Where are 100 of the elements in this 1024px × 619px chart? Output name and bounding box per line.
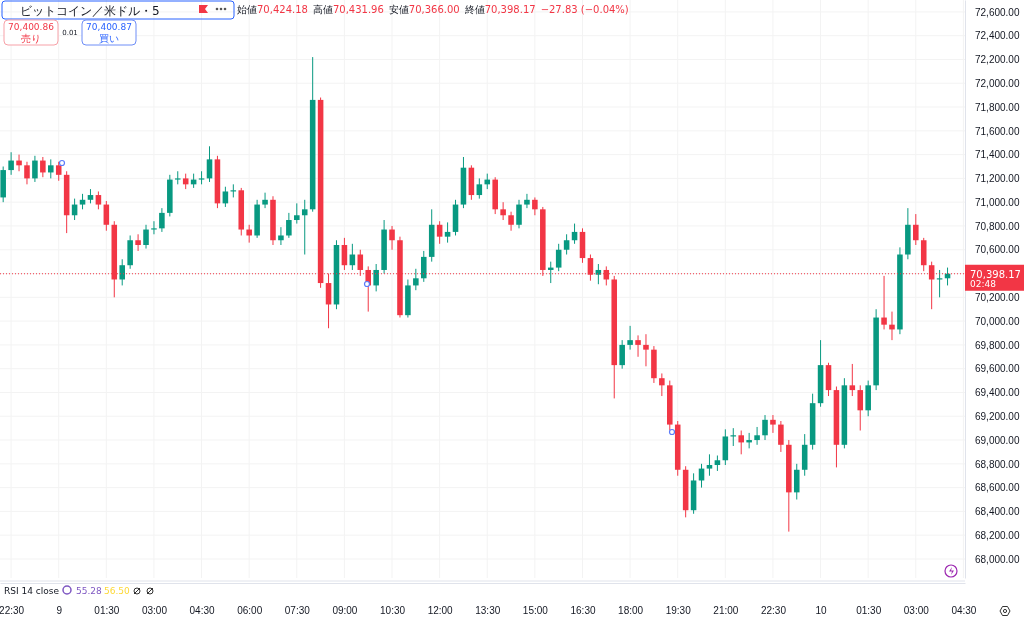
candlestick	[754, 426, 760, 446]
y-tick-label: 72,000.00	[975, 77, 1020, 89]
y-tick-label: 71,000.00	[975, 196, 1020, 208]
candlestick	[40, 156, 46, 178]
candlestick	[635, 334, 641, 358]
y-tick-label: 69,000.00	[975, 434, 1020, 446]
candlestick	[151, 220, 157, 235]
y-tick-label: 69,600.00	[975, 363, 1020, 375]
candlestick	[563, 233, 570, 256]
chart-title: ビットコイン／米ドル・5	[20, 3, 160, 18]
y-tick-label: 71,400.00	[975, 149, 1020, 161]
y-tick-label: 68,200.00	[975, 529, 1020, 541]
candlestick	[8, 151, 14, 176]
x-tick-label: 01:30	[856, 605, 882, 617]
candlestick	[627, 325, 633, 351]
annotation: 70,366.00	[408, 4, 460, 15]
text: 56.50	[104, 586, 131, 596]
y-tick-label: 71,800.00	[975, 101, 1020, 113]
text: 02:48	[970, 278, 997, 289]
x-tick-label: 21:00	[713, 605, 739, 617]
candlestick	[547, 261, 554, 284]
candlestick	[532, 196, 538, 216]
candlestick	[55, 161, 62, 182]
x-tick-label: 03:00	[141, 605, 168, 617]
x-tick-label: 03:00	[903, 605, 930, 617]
ref-line-label: 70,398.17	[970, 268, 1021, 280]
x-tick-label: 13:30	[475, 605, 501, 617]
y-tick-label: 72,600.00	[975, 6, 1020, 18]
annotation: 70,398.17	[484, 4, 536, 15]
x-tick-label: 04:30	[189, 605, 216, 617]
y-tick-label: 72,200.00	[975, 54, 1020, 66]
y-tick-label: 72,400.00	[975, 30, 1020, 42]
annotation: 買い	[99, 33, 119, 44]
candlestick	[849, 363, 856, 397]
y-tick-label: 70,800.00	[975, 220, 1020, 232]
y-tick-label: 70,200.00	[975, 292, 1020, 304]
x-tick-label: 10:30	[380, 605, 406, 617]
candlestick	[286, 212, 292, 239]
x-tick-label: 16:30	[570, 605, 596, 617]
candlestick	[135, 233, 141, 252]
annotation: 安値	[388, 4, 409, 15]
candlestick	[32, 155, 38, 183]
candlestick	[389, 225, 395, 251]
candlestick	[143, 224, 149, 250]
candlestick	[301, 199, 308, 256]
y-tick-label: 68,600.00	[975, 482, 1020, 494]
y-tick-label: 68,000.00	[975, 553, 1020, 565]
candlestick	[913, 213, 919, 246]
candlestick	[643, 333, 649, 367]
x-tick-label: 06:00	[237, 605, 263, 617]
candlestick	[881, 275, 887, 330]
candlestick	[48, 158, 54, 179]
y-tick-label: 70,600.00	[975, 244, 1020, 256]
x-tick-label: 22:30	[0, 605, 25, 617]
annotation: 70,424.18	[257, 4, 308, 15]
x-tick-label: 04:30	[951, 605, 977, 617]
candlestick	[278, 226, 284, 246]
candlestick	[706, 453, 713, 477]
y-tick-label: 68,400.00	[975, 506, 1020, 518]
x-tick-label: 19:30	[665, 605, 692, 617]
x-tick-label: 12:00	[427, 605, 454, 617]
annotation: −27.83 (−0.04%)	[540, 4, 629, 15]
candlestick	[421, 250, 427, 283]
y-tick-label: 69,400.00	[975, 387, 1020, 399]
candlestick	[555, 243, 562, 272]
annotation: 70,400.87	[86, 22, 132, 32]
candlestick	[444, 221, 451, 244]
candlestick	[508, 211, 514, 232]
x-tick-label: 07:30	[284, 605, 311, 617]
y-tick-label: 70,000.00	[975, 315, 1020, 327]
candlestick	[159, 207, 165, 233]
candlestick	[436, 220, 443, 245]
candlestick	[476, 177, 483, 200]
y-tick-label: 71,600.00	[975, 125, 1020, 137]
candlestick	[889, 311, 895, 341]
x-tick-label: 9	[56, 605, 63, 617]
candlestick	[206, 145, 213, 183]
y-tick-label: 69,200.00	[975, 410, 1020, 422]
text: RSI 14 close	[4, 586, 60, 596]
candlestick	[24, 161, 30, 185]
candlestick	[738, 430, 744, 455]
candlestick	[500, 201, 506, 221]
candlestick	[722, 428, 729, 466]
annotation: 70,431.96	[332, 4, 384, 15]
candlestick	[762, 414, 768, 441]
y-tick-label: 68,800.00	[975, 458, 1020, 470]
text: 55.28	[76, 586, 103, 596]
annotation: 70,400.86	[8, 22, 55, 32]
candlestick	[119, 258, 125, 286]
annotation: 始値	[237, 4, 257, 15]
candlestick	[222, 186, 229, 208]
candlestick	[793, 463, 800, 501]
annotation: 売り	[21, 33, 41, 44]
candlestick	[16, 154, 22, 172]
x-tick-label: 22:30	[760, 605, 787, 617]
candlestick	[373, 263, 379, 292]
x-tick-label: 01:30	[94, 605, 120, 617]
candlestick	[524, 193, 530, 209]
candlestick	[659, 372, 665, 397]
y-tick-label: 69,800.00	[975, 339, 1020, 351]
